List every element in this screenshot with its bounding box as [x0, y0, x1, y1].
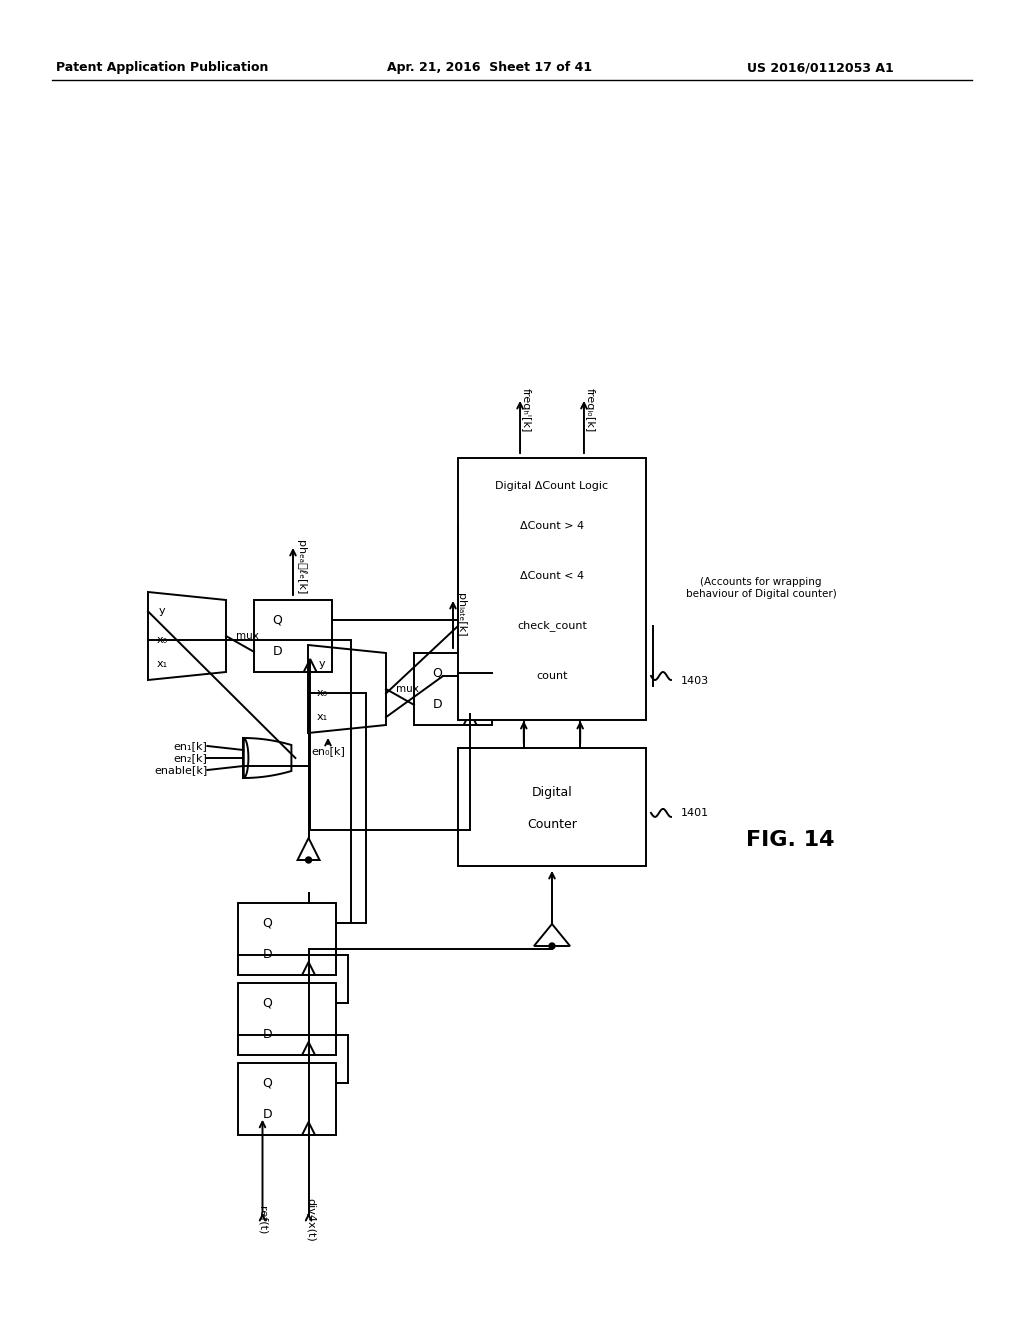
- Text: div4x(t): div4x(t): [305, 1199, 315, 1242]
- Text: x₁: x₁: [157, 659, 168, 669]
- Text: freqₕᴵ[k]: freqₕᴵ[k]: [521, 388, 531, 433]
- Text: enable[k]: enable[k]: [155, 766, 208, 775]
- Text: US 2016/0112053 A1: US 2016/0112053 A1: [746, 62, 893, 74]
- Text: en₀[k]: en₀[k]: [311, 746, 345, 756]
- Text: Q: Q: [432, 667, 442, 680]
- Circle shape: [549, 942, 555, 949]
- Text: Patent Application Publication: Patent Application Publication: [56, 62, 268, 74]
- Bar: [238, 903, 336, 975]
- Text: D: D: [262, 1028, 272, 1041]
- Text: Apr. 21, 2016  Sheet 17 of 41: Apr. 21, 2016 Sheet 17 of 41: [387, 62, 593, 74]
- Text: (Accounts for wrapping
behaviour of Digital counter): (Accounts for wrapping behaviour of Digi…: [686, 577, 837, 599]
- Text: ΔCount > 4: ΔCount > 4: [520, 521, 584, 531]
- Text: freqₗₒ[k]: freqₗₒ[k]: [585, 388, 595, 432]
- Text: 1401: 1401: [681, 808, 710, 818]
- Bar: [414, 653, 492, 725]
- Text: mux: mux: [236, 631, 259, 642]
- Text: Counter: Counter: [527, 818, 577, 832]
- Bar: [238, 983, 336, 1055]
- Text: Digital: Digital: [531, 787, 572, 800]
- Text: phₗₐₜₑ[k]: phₗₐₜₑ[k]: [456, 593, 466, 636]
- Text: y: y: [318, 660, 326, 669]
- Bar: [254, 601, 332, 672]
- Text: ΔCount < 4: ΔCount < 4: [520, 572, 584, 581]
- Text: Digital ΔCount Logic: Digital ΔCount Logic: [496, 480, 608, 491]
- Text: en₂[k]: en₂[k]: [173, 752, 208, 763]
- Text: D: D: [432, 698, 442, 711]
- Text: x₀: x₀: [316, 689, 328, 698]
- Text: Q: Q: [262, 1077, 272, 1090]
- Text: Q: Q: [262, 916, 272, 929]
- Text: D: D: [272, 645, 283, 659]
- Bar: [238, 1063, 336, 1135]
- Text: count: count: [537, 671, 567, 681]
- Text: x₁: x₁: [316, 713, 328, 722]
- Text: y: y: [159, 606, 165, 616]
- Text: phₑₐ⁲ℓₑ[k]: phₑₐ⁲ℓₑ[k]: [296, 540, 306, 594]
- Bar: [458, 748, 646, 866]
- Text: Q: Q: [262, 997, 272, 1010]
- Text: D: D: [262, 948, 272, 961]
- Text: x₀: x₀: [157, 635, 168, 645]
- Bar: [458, 458, 646, 719]
- Text: mux: mux: [396, 684, 419, 694]
- Text: FIG. 14: FIG. 14: [745, 830, 835, 850]
- Text: en₁[k]: en₁[k]: [173, 741, 208, 751]
- Text: D: D: [262, 1109, 272, 1121]
- Text: 1403: 1403: [681, 676, 710, 686]
- Text: check_count: check_count: [517, 620, 587, 631]
- Text: Q: Q: [272, 614, 283, 627]
- Text: ref(t): ref(t): [257, 1205, 267, 1234]
- Circle shape: [305, 857, 311, 863]
